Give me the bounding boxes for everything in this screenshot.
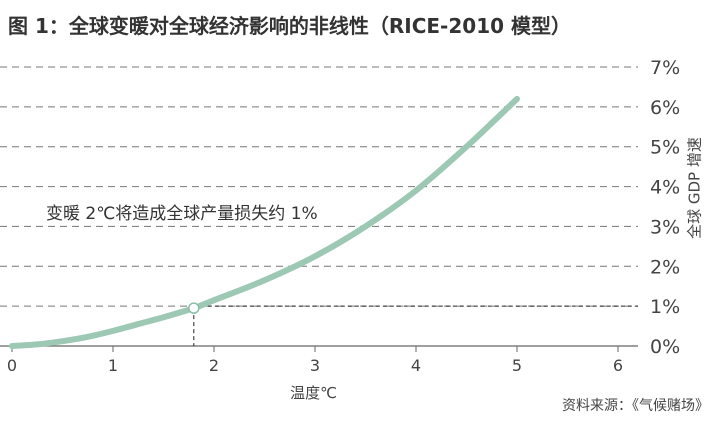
y-tick-label: 2% (650, 256, 680, 278)
x-tick-label: 2 (209, 356, 219, 375)
chart-title: 图 1：全球变暖对全球经济影响的非线性（RICE-2010 模型） (8, 14, 571, 38)
highlight-marker (188, 302, 200, 314)
x-tick-label: 0 (7, 356, 17, 375)
x-tick-label: 5 (512, 356, 522, 375)
x-tick-label: 1 (108, 356, 118, 375)
chart-annotation: 变暖 2℃将造成全球产量损失约 1% (46, 204, 318, 224)
guide-lines (193, 305, 638, 346)
x-axis-label-wrap: 温度℃ (0, 382, 719, 403)
y-tick-label: 4% (650, 177, 680, 199)
x-tick-label: 3 (310, 356, 320, 375)
x-tick-labels: 0 1 2 3 4 5 6 (7, 346, 623, 375)
x-axis-label: 温度℃ (290, 384, 337, 402)
x-tick-label: 4 (411, 356, 421, 375)
source-note: 资料来源：《气候赌场》 (562, 398, 709, 414)
y-tick-labels: 0% 1% 2% 3% 4% 5% 6% 7% (650, 57, 680, 358)
y-tick-label: 6% (650, 97, 680, 119)
y-tick-label: 5% (650, 137, 680, 159)
y-axis-label: 全球 GDP 增速 (685, 137, 704, 239)
x-tick-label: 6 (613, 356, 623, 375)
y-tick-label: 3% (650, 216, 680, 238)
y-tick-label: 0% (650, 336, 680, 358)
y-tick-label: 1% (650, 296, 680, 318)
highlight-point (188, 302, 200, 314)
y-tick-label: 7% (650, 57, 680, 79)
